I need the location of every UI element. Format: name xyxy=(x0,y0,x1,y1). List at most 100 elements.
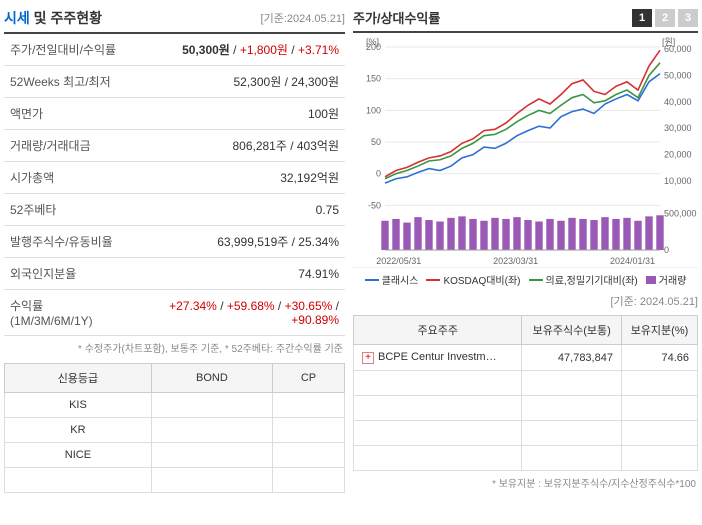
shareholder-header-cell: 보유지분(%) xyxy=(621,316,697,345)
market-row-label: 시가총액 xyxy=(4,162,134,194)
legend-swatch xyxy=(646,276,656,284)
empty-cell xyxy=(522,396,622,421)
legend-label: 의료,정밀기기대비(좌) xyxy=(546,272,638,287)
footnote-market: * 수정주가(차트포함), 보통주 기준, * 52주베타: 주간수익률 기준 xyxy=(4,336,345,359)
market-row: 거래량/거래대금806,281주 / 403억원 xyxy=(4,130,345,162)
shareholder-table: 주요주주보유주식수(보통)보유지분(%) +BCPE Centur Invest… xyxy=(353,315,698,471)
credit-header-cell: 신용등급 xyxy=(5,364,152,393)
expand-icon[interactable]: + xyxy=(362,352,374,364)
credit-cell xyxy=(151,393,272,418)
title-suffix: 주주현황 xyxy=(50,10,102,26)
credit-cell xyxy=(151,418,272,443)
market-row: 외국인지분율74.91% xyxy=(4,258,345,290)
legend-item: 클래시스 xyxy=(365,272,419,287)
market-row: 시가총액32,192억원 xyxy=(4,162,345,194)
svg-text:0: 0 xyxy=(376,169,381,179)
market-row-value: 50,300원 / +1,800원 / +3.71% xyxy=(134,34,345,66)
shareholder-header-cell: 주요주주 xyxy=(354,316,522,345)
shareholder-empty-row xyxy=(354,421,698,446)
svg-text:2024/01/31: 2024/01/31 xyxy=(610,256,655,266)
credit-cell xyxy=(151,443,272,468)
credit-cell xyxy=(272,443,344,468)
svg-text:[%]: [%] xyxy=(366,37,379,47)
svg-text:500,000: 500,000 xyxy=(664,208,697,218)
chart-svg: 200150100500-5060,00050,00040,00030,0002… xyxy=(353,33,698,268)
svg-text:100: 100 xyxy=(366,105,381,115)
market-row-value: 806,281주 / 403억원 xyxy=(134,130,345,162)
market-row: 주가/전일대비/수익률50,300원 / +1,800원 / +3.71% xyxy=(4,34,345,66)
shareholder-pct-cell: 74.66 xyxy=(621,345,697,371)
legend-item: 의료,정밀기기대비(좌) xyxy=(529,272,638,287)
svg-text:0: 0 xyxy=(664,245,669,255)
footnote-shareholder: * 보유지분 : 보유지분주식수/지수산정주식수*100 xyxy=(353,471,698,494)
shareholder-header-cell: 보유주식수(보통) xyxy=(522,316,622,345)
empty-cell xyxy=(522,446,622,471)
svg-text:-50: -50 xyxy=(368,200,381,210)
credit-row: KR xyxy=(5,418,345,443)
empty-cell xyxy=(522,371,622,396)
empty-cell xyxy=(354,371,522,396)
section-title: 시세 및 주주현황 xyxy=(4,8,102,28)
legend-swatch xyxy=(365,279,379,281)
shareholder-empty-row xyxy=(354,446,698,471)
chart-tab-2[interactable]: 2 xyxy=(655,9,675,27)
chart-tab-group: 123 xyxy=(632,9,698,27)
credit-header-cell: CP xyxy=(272,364,344,393)
svg-text:10,000: 10,000 xyxy=(664,176,692,186)
chart-area: 200150100500-5060,00050,00040,00030,0002… xyxy=(353,33,698,268)
credit-row: KIS xyxy=(5,393,345,418)
svg-text:[원]: [원] xyxy=(662,37,675,47)
market-row-value: 52,300원 / 24,300원 xyxy=(134,66,345,98)
chart-tab-1[interactable]: 1 xyxy=(632,9,652,27)
market-row: 수익률 (1M/3M/6M/1Y)+27.34% / +59.68% / +30… xyxy=(4,290,345,336)
shareholder-row: +BCPE Centur Investm…47,783,84774.66 xyxy=(354,345,698,371)
legend-label: 클래시스 xyxy=(382,272,419,287)
market-row-label: 발행주식수/유동비율 xyxy=(4,226,134,258)
empty-cell xyxy=(354,396,522,421)
credit-row xyxy=(5,468,345,493)
market-row-label: 수익률 (1M/3M/6M/1Y) xyxy=(4,290,134,336)
market-row-label: 주가/전일대비/수익률 xyxy=(4,34,134,66)
empty-cell xyxy=(621,446,697,471)
market-data-table: 주가/전일대비/수익률50,300원 / +1,800원 / +3.71%52W… xyxy=(4,34,345,336)
shareholder-shares-cell: 47,783,847 xyxy=(522,345,622,371)
svg-text:50: 50 xyxy=(371,137,381,147)
empty-cell xyxy=(354,421,522,446)
credit-cell: KIS xyxy=(5,393,152,418)
market-row: 액면가100원 xyxy=(4,98,345,130)
title-mid: 및 xyxy=(30,10,51,26)
shareholder-empty-row xyxy=(354,396,698,421)
market-row-value: 32,192억원 xyxy=(134,162,345,194)
base-date: [기준:2024.05.21] xyxy=(261,10,345,26)
chart-title: 주가/상대수익률 xyxy=(353,8,440,27)
market-row-label: 외국인지분율 xyxy=(4,258,134,290)
market-row-value: +27.34% / +59.68% / +30.65% / +90.89% xyxy=(134,290,345,336)
credit-rating-table: 신용등급BONDCP KIS KR NICE xyxy=(4,363,345,493)
svg-text:20,000: 20,000 xyxy=(664,150,692,160)
svg-text:50,000: 50,000 xyxy=(664,70,692,80)
market-row-value: 100원 xyxy=(134,98,345,130)
credit-cell: KR xyxy=(5,418,152,443)
market-row-label: 52주베타 xyxy=(4,194,134,226)
credit-cell xyxy=(5,468,152,493)
shareholder-empty-row xyxy=(354,371,698,396)
empty-cell xyxy=(621,396,697,421)
market-row: 발행주식수/유동비율63,999,519주 / 25.34% xyxy=(4,226,345,258)
chart-header: 주가/상대수익률 123 xyxy=(353,4,698,33)
legend-label: 거래량 xyxy=(659,272,687,287)
shareholder-base-date: [기준: 2024.05.21] xyxy=(353,291,698,311)
shareholder-name-cell[interactable]: +BCPE Centur Investm… xyxy=(354,345,522,371)
svg-text:40,000: 40,000 xyxy=(664,97,692,107)
credit-row: NICE xyxy=(5,443,345,468)
market-row-label: 액면가 xyxy=(4,98,134,130)
chart-tab-3[interactable]: 3 xyxy=(678,9,698,27)
credit-cell: NICE xyxy=(5,443,152,468)
credit-cell xyxy=(272,468,344,493)
market-row-label: 거래량/거래대금 xyxy=(4,130,134,162)
market-row-value: 63,999,519주 / 25.34% xyxy=(134,226,345,258)
empty-cell xyxy=(621,421,697,446)
svg-text:150: 150 xyxy=(366,74,381,84)
market-row: 52주베타0.75 xyxy=(4,194,345,226)
legend-item: 거래량 xyxy=(646,272,687,287)
credit-cell xyxy=(151,468,272,493)
